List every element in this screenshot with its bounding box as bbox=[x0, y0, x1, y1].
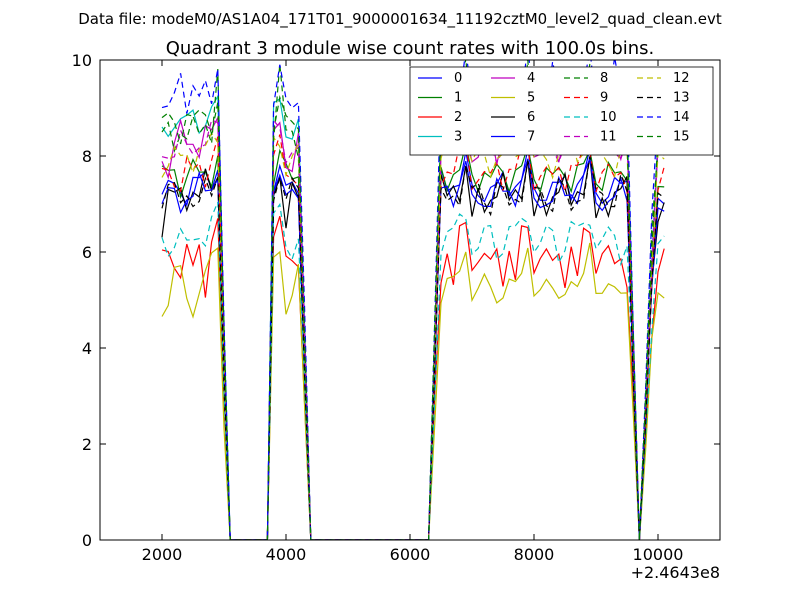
legend-label-1: 1 bbox=[454, 91, 462, 106]
series-line-2 bbox=[161, 216, 665, 540]
legend-label-7: 7 bbox=[527, 130, 535, 145]
y-tick-label: 6 bbox=[82, 243, 92, 262]
x-tick-label: 6000 bbox=[390, 545, 431, 564]
legend-label-12: 12 bbox=[673, 71, 690, 86]
legend-label-10: 10 bbox=[600, 110, 617, 125]
series-line-0 bbox=[161, 148, 665, 540]
legend-frame bbox=[409, 66, 714, 156]
chart-suptitle: Data file: modeM0/AS1A04_171T01_90000016… bbox=[78, 10, 722, 29]
y-tick-label: 8 bbox=[82, 147, 92, 166]
legend-label-14: 14 bbox=[673, 110, 690, 125]
series-line-7 bbox=[161, 158, 665, 540]
legend-label-13: 13 bbox=[673, 91, 690, 106]
x-axis: 2000 4000 6000 8000 10000 bbox=[142, 60, 684, 564]
series-line-1 bbox=[161, 144, 665, 540]
legend-label-2: 2 bbox=[454, 110, 462, 125]
y-tick-label: 10 bbox=[72, 51, 92, 70]
legend-label-5: 5 bbox=[527, 91, 535, 106]
legend-label-8: 8 bbox=[600, 71, 608, 86]
legend-label-9: 9 bbox=[600, 91, 608, 106]
x-tick-label: 10000 bbox=[633, 545, 684, 564]
series-line-9 bbox=[161, 134, 665, 540]
legend-label-6: 6 bbox=[527, 110, 535, 125]
series-line-10 bbox=[161, 201, 665, 540]
series-line-4 bbox=[161, 115, 665, 540]
series-line-13 bbox=[161, 156, 665, 540]
y-tick-label: 4 bbox=[82, 339, 92, 358]
legend-label-0: 0 bbox=[454, 71, 462, 86]
series-line-6 bbox=[161, 156, 665, 540]
legend-label-4: 4 bbox=[527, 71, 535, 86]
legend-label-3: 3 bbox=[454, 130, 462, 145]
legend-label-11: 11 bbox=[600, 130, 617, 145]
x-tick-label: 2000 bbox=[142, 545, 183, 564]
y-tick-label: 0 bbox=[82, 531, 92, 550]
series-line-11 bbox=[161, 119, 665, 540]
x-tick-label: 4000 bbox=[266, 545, 307, 564]
x-tick-label: 8000 bbox=[514, 545, 555, 564]
x-offset-label: +2.4643e8 bbox=[631, 563, 720, 582]
legend-label-15: 15 bbox=[673, 130, 690, 145]
series-line-12 bbox=[161, 131, 665, 540]
series-line-5 bbox=[161, 242, 665, 540]
chart-title: Quadrant 3 module wise count rates with … bbox=[166, 38, 655, 59]
y-tick-label: 2 bbox=[82, 435, 92, 454]
